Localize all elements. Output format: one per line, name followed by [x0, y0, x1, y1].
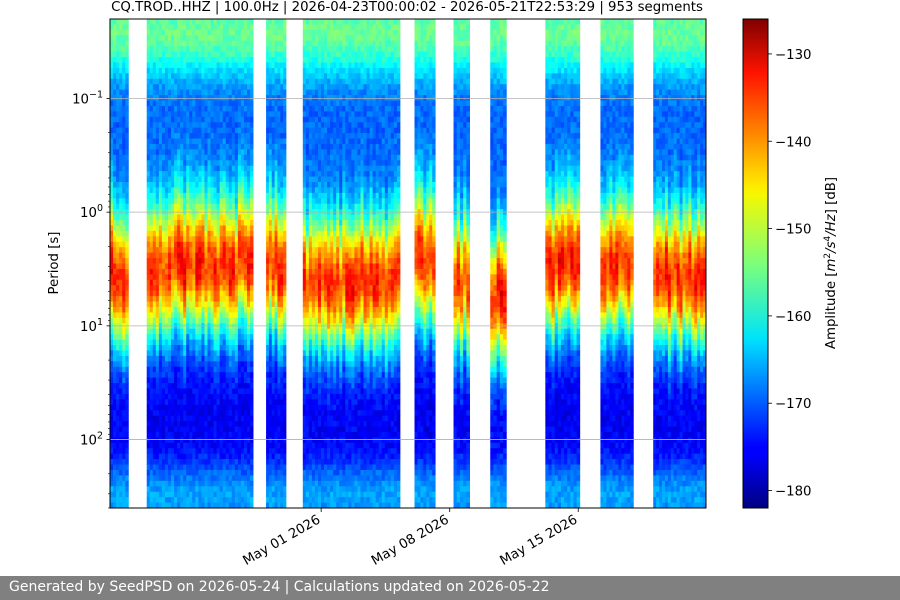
y-tick-label: 102: [80, 431, 103, 449]
data-segment: [110, 19, 129, 508]
x-tick-label: May 01 2026: [241, 512, 324, 568]
chart-title: CQ.TROD..HHZ | 100.0Hz | 2026-04-23T00:0…: [111, 0, 703, 15]
y-tick-label: 10−1: [72, 89, 103, 107]
footer-text: Generated by SeedPSD on 2026-05-24 | Cal…: [9, 579, 550, 595]
y-axis: Period [s] 10−1 100 101 102: [47, 89, 110, 509]
colorbar-tick-label: −180: [775, 485, 812, 500]
data-segment: [453, 19, 470, 508]
x-tick-label: May 15 2026: [498, 512, 581, 568]
plot-frame: [109, 18, 707, 509]
x-tick-label: May 08 2026: [369, 512, 452, 568]
data-segment: [414, 19, 436, 508]
colorbar-tick-label: −140: [775, 135, 812, 150]
data-segment: [600, 19, 634, 508]
colorbar-tick-label: −150: [775, 223, 812, 238]
y-tick-label: 101: [80, 317, 103, 335]
spectrogram-figure: CQ.TROD..HHZ | 100.0Hz | 2026-04-23T00:0…: [47, 0, 839, 569]
plot-area: [109, 18, 707, 509]
data-segment: [266, 19, 287, 508]
colorbar-gradient: [742, 18, 769, 509]
colorbar-tick-label: −170: [775, 397, 812, 412]
y-axis-label: Period [s]: [47, 232, 62, 295]
colorbar-label: Amplitude [m2/s4/Hz] [dB]: [823, 177, 839, 349]
x-axis: May 01 2026 May 08 2026 May 15 2026: [241, 508, 581, 569]
y-tick-label: 100: [80, 203, 103, 221]
colorbar: −130 −140 −150 −160 −170 −180 Amplitude [m2/s…: [742, 18, 839, 509]
data-segment: [490, 19, 507, 508]
footer-bar: Generated by SeedPSD on 2026-05-24 | Cal…: [0, 576, 900, 600]
data-segment: [302, 19, 401, 508]
data-segment: [545, 19, 581, 508]
colorbar-tick-label: −160: [775, 310, 812, 325]
data-segment: [653, 19, 706, 508]
data-segment: [146, 19, 254, 508]
colorbar-tick-label: −130: [775, 48, 812, 63]
